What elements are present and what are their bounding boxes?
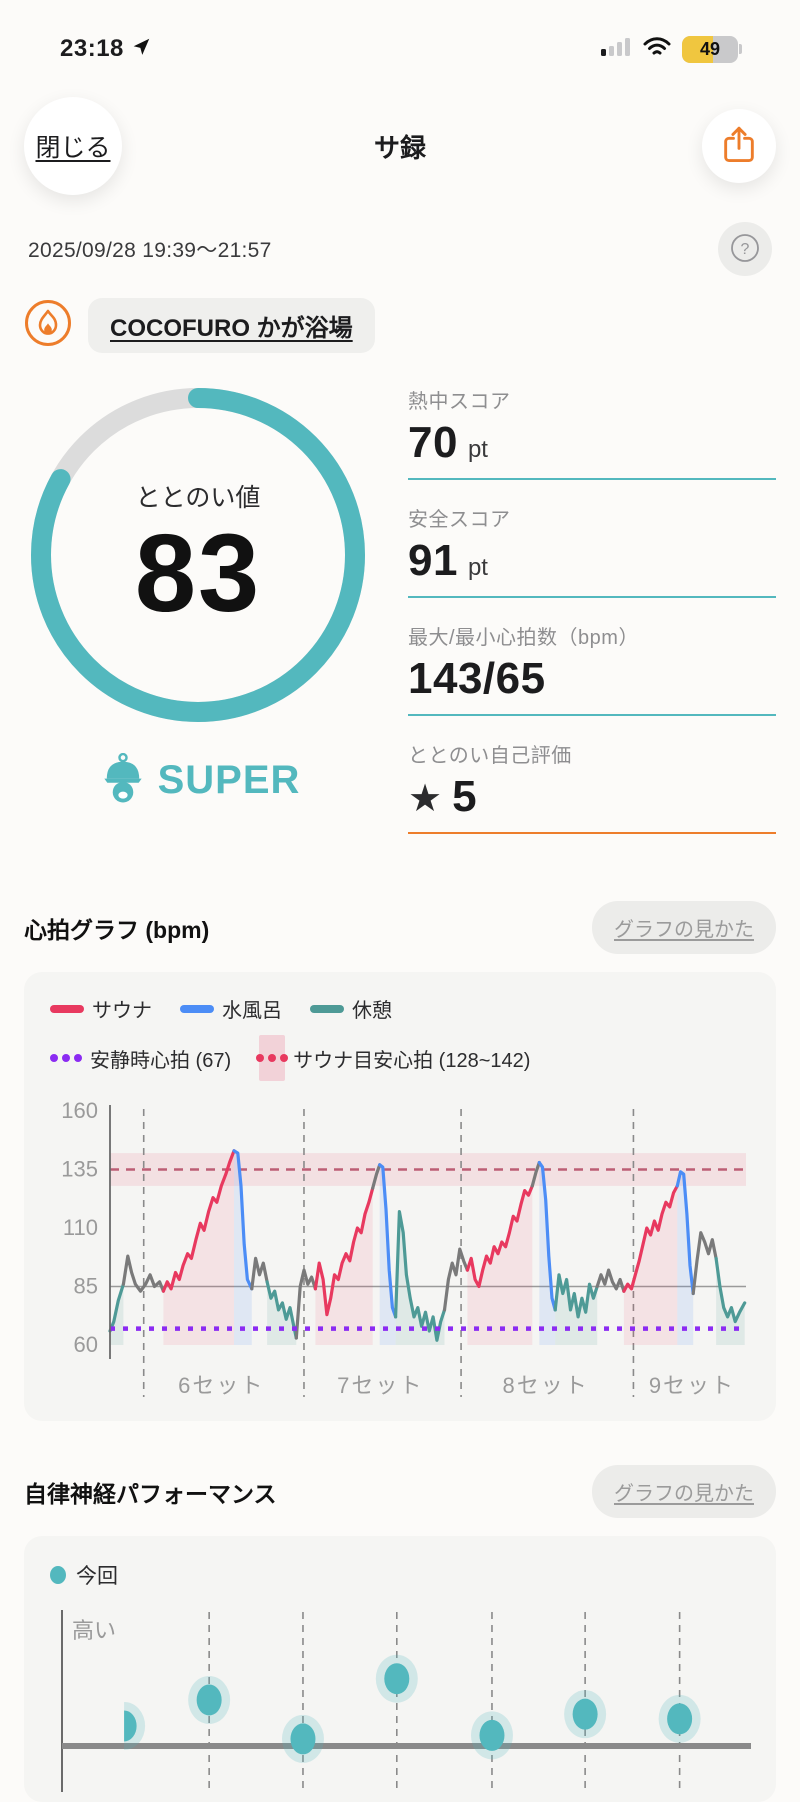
nav-header: 閉じる サ録 <box>0 96 800 196</box>
legend-item: サウナ目安心拍 (128~142) <box>256 1035 530 1081</box>
rank-badge: SUPER <box>20 752 380 808</box>
legend-item: 水風呂 <box>180 994 282 1023</box>
session-info-row: 2025/09/28 19:39～21:57 ? <box>0 222 800 276</box>
stat-unit: pt <box>467 554 488 581</box>
sauna-hat-icon <box>100 752 146 808</box>
gauge-value: 83 <box>134 512 262 636</box>
autonomic-card: 今回 高い <box>24 1536 776 1802</box>
totonoi-gauge: ととのい値 83 <box>22 379 374 731</box>
legend-label: 今回 <box>76 1565 118 1588</box>
heart-rate-howto-button[interactable]: グラフの見かた <box>592 901 776 954</box>
stat-self-rating: ととのい自己評価 ★ 5 <box>408 739 776 834</box>
svg-text:9セット: 9セット <box>649 1373 735 1398</box>
status-bar: 23:18 49 <box>0 0 800 68</box>
session-datetime: 2025/09/28 19:39～21:57 <box>28 239 272 262</box>
legend-item: サウナ <box>50 994 152 1023</box>
heart-rate-title: 心拍グラフ (bpm) <box>24 916 210 943</box>
battery-indicator: 49 <box>682 35 742 63</box>
heart-rate-legend: サウナ 水風呂 休憩安静時心拍 (67) サウナ目安心拍 (128~142) <box>40 990 760 1095</box>
stat-value: 5 <box>452 772 478 821</box>
cellular-signal-icon <box>600 36 632 63</box>
stat-value: 143/65 <box>408 654 546 703</box>
legend-item: 安静時心拍 (67) <box>50 1044 231 1073</box>
autonomic-legend: 今回 <box>40 1554 760 1592</box>
gauge-label: ととのい値 <box>135 484 261 513</box>
svg-text:7セット: 7セット <box>337 1373 423 1398</box>
legend-swatch-icon <box>50 1054 82 1062</box>
autonomic-howto-button[interactable]: グラフの見かた <box>592 1465 776 1518</box>
svg-text:110: 110 <box>63 1215 98 1240</box>
clock: 23:18 <box>60 35 124 62</box>
legend-item: 休憩 <box>310 994 392 1023</box>
stat-heat-score: 熱中スコア 70 pt <box>408 385 776 480</box>
svg-text:160: 160 <box>61 1098 98 1123</box>
stats-list: 熱中スコア 70 pt 安全スコア 91 pt 最大/最小心拍数（bpm） 14… <box>408 379 776 857</box>
svg-text:6セット: 6セット <box>178 1373 264 1398</box>
share-icon <box>721 125 757 168</box>
stat-unit: pt <box>467 436 488 463</box>
svg-text:135: 135 <box>61 1157 98 1182</box>
legend-swatch-icon <box>180 1004 214 1013</box>
star-icon: ★ <box>408 778 443 820</box>
svg-text:8セット: 8セット <box>503 1373 589 1398</box>
stat-value: 70 <box>408 418 458 467</box>
svg-text:高い: 高い <box>72 1618 116 1643</box>
venue-row: COCOFURO かが浴場 <box>0 298 800 353</box>
battery-percent: 49 <box>699 38 721 59</box>
autonomic-section-header: 自律神経パフォーマンス グラフの見かた <box>0 1465 800 1518</box>
summary-panel: ととのい値 83 SUPER 熱中スコア 70 pt <box>0 379 800 857</box>
legend-swatch-icon <box>310 1004 344 1013</box>
heart-rate-section-header: 心拍グラフ (bpm) グラフの見かた <box>0 901 800 954</box>
svg-text:60: 60 <box>74 1332 98 1357</box>
stat-safety-score: 安全スコア 91 pt <box>408 503 776 598</box>
autonomic-title: 自律神経パフォーマンス <box>24 1480 277 1507</box>
close-button[interactable]: 閉じる <box>24 97 122 195</box>
location-arrow-icon <box>130 36 152 63</box>
legend-swatch-icon <box>50 1004 84 1013</box>
autonomic-chart: 高い <box>61 1610 751 1792</box>
stat-max-min-hr: 最大/最小心拍数（bpm） 143/65 <box>408 621 776 716</box>
svg-text:?: ? <box>741 241 750 258</box>
stat-value: 91 <box>408 536 458 585</box>
share-button[interactable] <box>702 109 776 183</box>
heart-rate-card: サウナ 水風呂 休憩 安静時心拍 (67) サウナ目安心拍 (128~142) 160 1… <box>24 972 776 1421</box>
legend-dot-icon <box>50 1566 66 1584</box>
question-mark-icon: ? <box>728 231 762 268</box>
sauna-flame-icon <box>24 299 72 352</box>
legend-swatch-icon <box>256 1035 289 1081</box>
svg-text:85: 85 <box>74 1274 98 1299</box>
heart-rate-chart: 160 135 110 85 60 6セット 7セット 8セット 9セット <box>61 1098 747 1398</box>
wifi-icon <box>642 36 672 63</box>
help-button[interactable]: ? <box>718 222 772 276</box>
venue-button[interactable]: COCOFURO かが浴場 <box>88 298 375 353</box>
rank-text: SUPER <box>157 758 301 802</box>
